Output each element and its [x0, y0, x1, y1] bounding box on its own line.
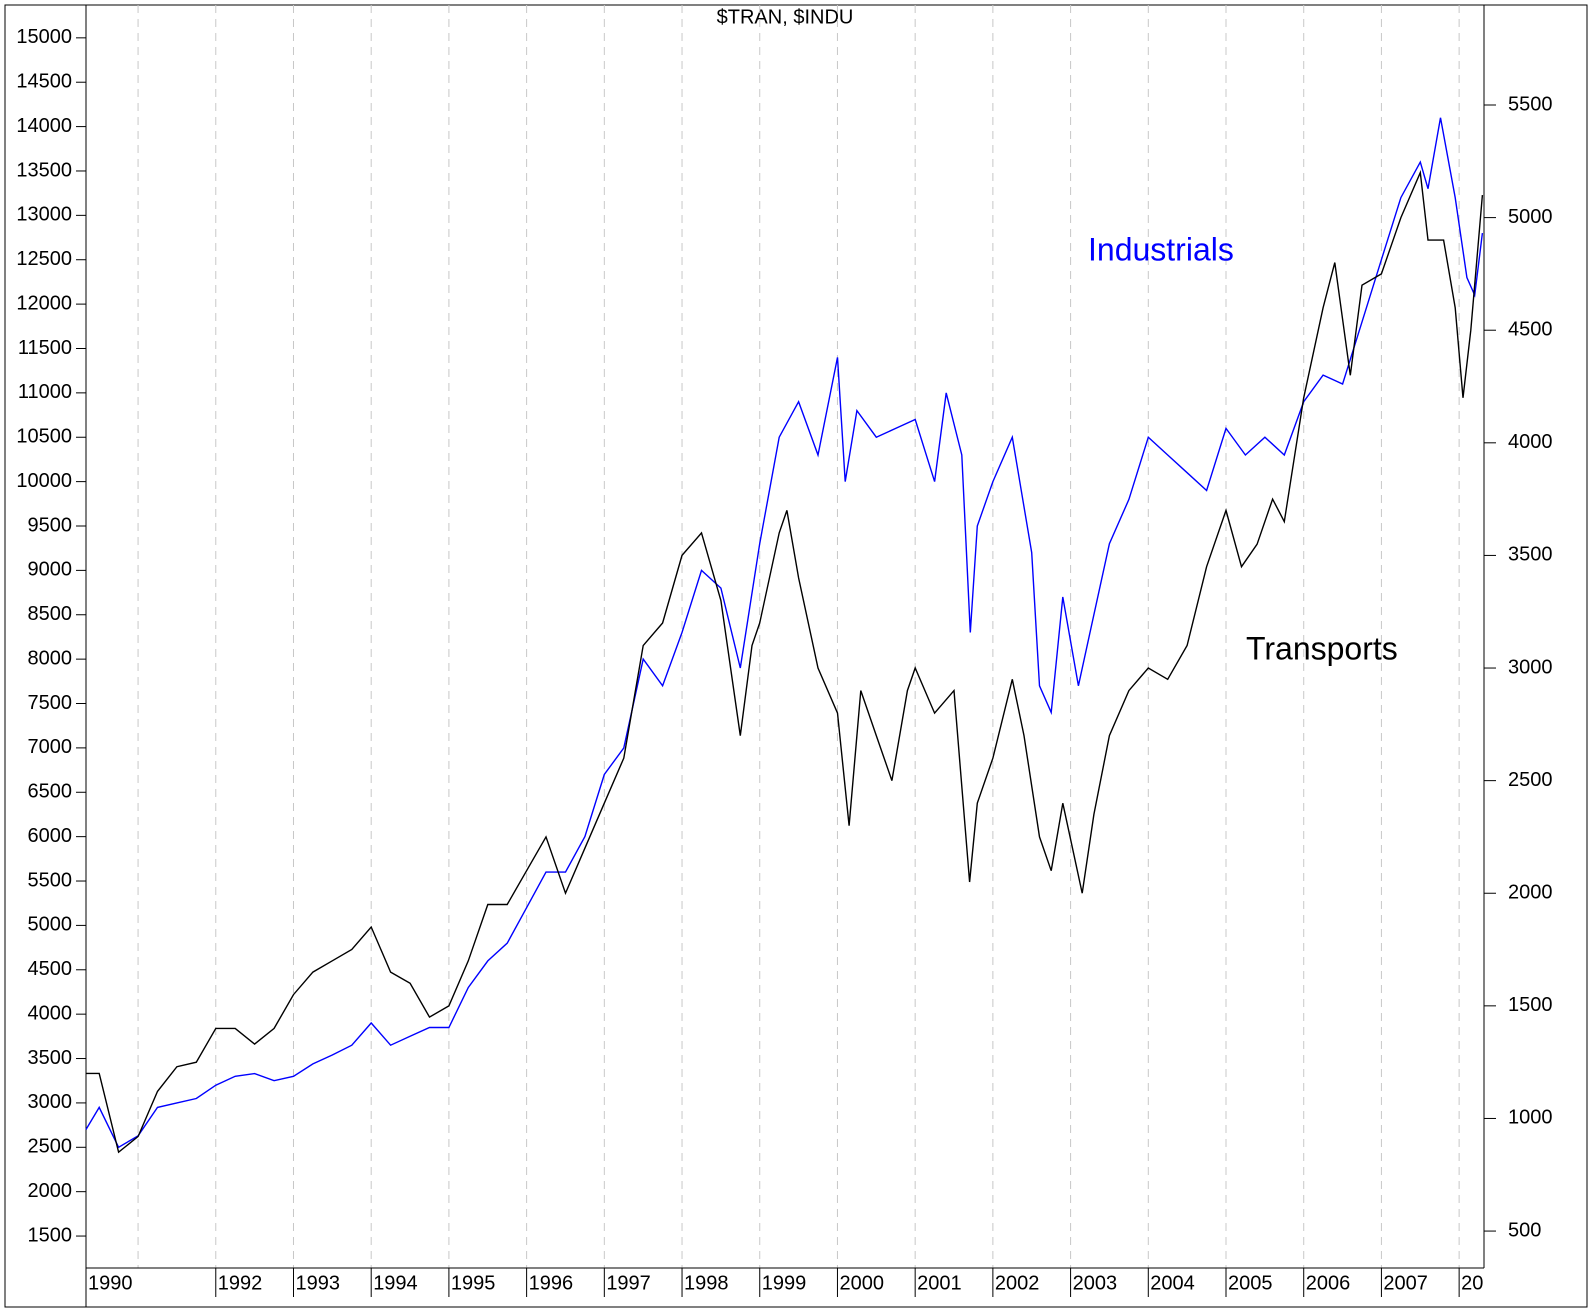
y-tick-label: 2000	[28, 1180, 73, 1202]
y-tick-label: 6000	[28, 825, 73, 847]
chart-title: $TRAN, $INDU	[717, 6, 854, 28]
x-tick-label: 2003	[1073, 1272, 1118, 1294]
series-label: Transports	[1246, 630, 1398, 666]
x-tick-label: 1997	[606, 1272, 651, 1294]
x-tick-label: 1992	[218, 1272, 263, 1294]
y-tick-label: 9500	[28, 514, 73, 536]
x-tick-label: 2000	[839, 1272, 884, 1294]
x-tick-label: 2001	[917, 1272, 962, 1294]
y-tick-label: 10000	[16, 470, 72, 492]
y2-tick-label: 4500	[1508, 318, 1553, 340]
y-tick-label: 11000	[18, 381, 72, 403]
y2-tick-label: 1500	[1508, 994, 1553, 1016]
y2-tick-label: 5500	[1508, 93, 1553, 115]
y2-tick-label: 2500	[1508, 769, 1553, 791]
x-tick-label: 1996	[529, 1272, 574, 1294]
y2-tick-label: 4000	[1508, 431, 1553, 453]
x-tick-label: 2006	[1306, 1272, 1351, 1294]
x-tick-label: 20	[1461, 1272, 1483, 1294]
x-tick-label: 1994	[373, 1272, 418, 1294]
y-tick-label: 11500	[18, 337, 72, 359]
y-tick-label: 7500	[28, 692, 73, 714]
y-tick-label: 12000	[16, 292, 72, 314]
y-tick-label: 8000	[28, 647, 73, 669]
y-tick-label: 4000	[28, 1002, 73, 1024]
y-tick-label: 10500	[16, 426, 72, 448]
series-line	[86, 169, 1484, 1154]
y-tick-label: 6500	[28, 781, 73, 803]
y-tick-label: 14500	[16, 70, 72, 92]
y-tick-label: 9000	[28, 559, 73, 581]
y-tick-label: 15000	[16, 26, 72, 48]
y-tick-label: 2500	[28, 1136, 73, 1158]
y2-tick-label: 3000	[1508, 656, 1553, 678]
x-tick-label: 1990	[88, 1272, 133, 1294]
x-tick-label: 2004	[1150, 1272, 1195, 1294]
y-tick-label: 5000	[28, 914, 73, 936]
x-tick-label: 1998	[684, 1272, 729, 1294]
x-tick-label: 1995	[451, 1272, 496, 1294]
y-tick-label: 3500	[28, 1047, 73, 1069]
series-line	[85, 117, 1484, 1149]
y-tick-label: 1500	[28, 1224, 73, 1246]
y2-tick-label: 500	[1508, 1219, 1541, 1241]
y2-tick-label: 3500	[1508, 544, 1553, 566]
y-tick-label: 7000	[28, 736, 73, 758]
x-tick-label: 1993	[295, 1272, 340, 1294]
y-tick-label: 12500	[16, 248, 72, 270]
y2-tick-label: 5000	[1508, 206, 1553, 228]
y-tick-label: 8500	[28, 603, 73, 625]
y-tick-label: 5500	[28, 869, 73, 891]
x-tick-label: 1999	[762, 1272, 807, 1294]
y2-tick-label: 1000	[1508, 1107, 1553, 1129]
y-tick-label: 13500	[16, 159, 72, 181]
y2-tick-label: 2000	[1508, 882, 1553, 904]
series-label: Industrials	[1088, 231, 1234, 267]
x-tick-label: 2007	[1383, 1272, 1428, 1294]
frame	[4, 4, 1588, 1308]
y-tick-label: 13000	[16, 204, 72, 226]
y-tick-label: 14000	[16, 115, 72, 137]
x-tick-label: 2005	[1228, 1272, 1273, 1294]
y-tick-label: 3000	[28, 1091, 73, 1113]
y-tick-label: 4500	[28, 958, 73, 980]
x-tick-label: 2002	[995, 1272, 1039, 1294]
